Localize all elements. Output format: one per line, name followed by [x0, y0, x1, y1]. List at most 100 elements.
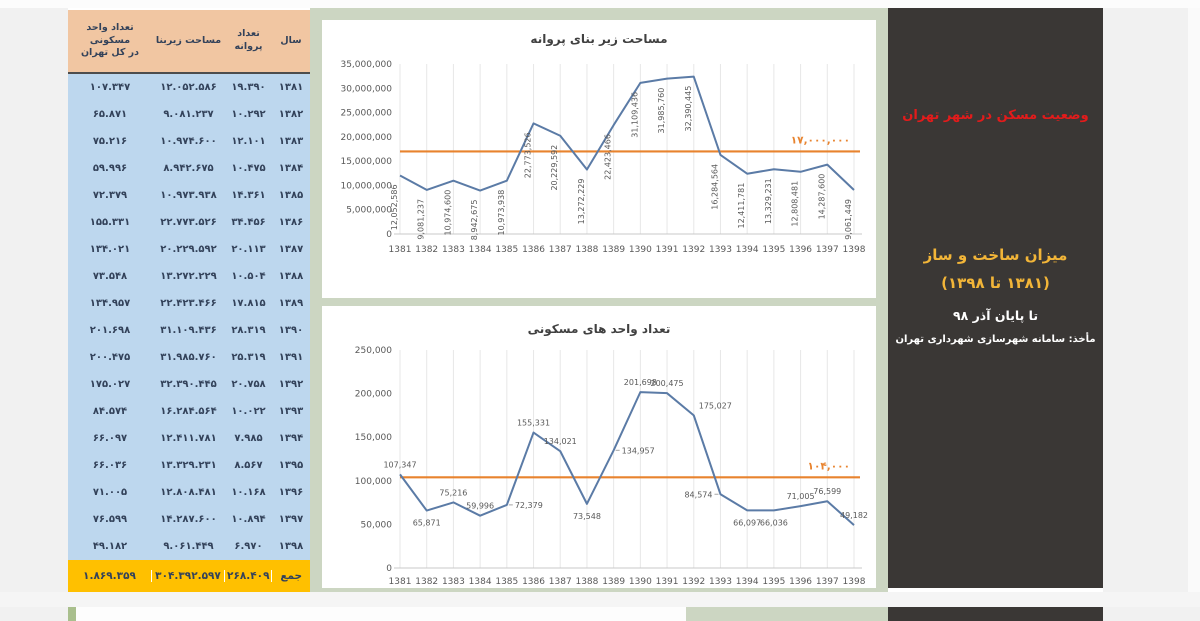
table-cell: ۱۳۹۵: [278, 460, 304, 471]
header-area: مساحت زیربنا: [155, 34, 222, 46]
table-cell: ۱۲.۸۰۸.۴۸۱: [160, 487, 217, 498]
table-cell: ۳۲.۳۹۰.۴۴۵: [160, 379, 217, 390]
svg-text:250,000: 250,000: [355, 346, 392, 356]
table-cell: ۱۳۴.۹۵۷: [89, 298, 131, 309]
next-slide-edge: [68, 607, 76, 621]
table-cell: ۱۳۹۱: [278, 352, 304, 363]
table-cell: ۱۳۸۱: [278, 82, 304, 93]
svg-text:8,942,675: 8,942,675: [470, 200, 479, 241]
svg-text:1383: 1383: [442, 577, 465, 587]
table-cell: ۶۵.۸۷۱: [92, 109, 128, 120]
table-body: ۱۳۸۱ ۱۹.۳۹۰ ۱۲.۰۵۲.۵۸۶ ۱۰۷.۳۴۷ ۱۳۸۲ ۱۰.۲۹۲ ۹.۰…: [68, 74, 310, 560]
table-cell: ۸.۹۴۲.۶۷۵: [163, 163, 214, 174]
header-permits: تعداد پروانه: [234, 28, 263, 52]
slide: سال تعداد پروانه مساحت زیربنا تعداد واحد…: [68, 8, 1103, 592]
svg-text:155,331: 155,331: [517, 419, 550, 428]
next-slide-green: [686, 607, 888, 621]
svg-text:1385: 1385: [495, 245, 518, 255]
svg-text:76,599: 76,599: [813, 487, 841, 496]
table-cell: ۱۰.۸۹۴: [231, 514, 266, 525]
next-slide-margin-right: [1103, 607, 1200, 621]
svg-text:1384: 1384: [469, 577, 492, 587]
svg-text:31,985,760: 31,985,760: [657, 88, 666, 134]
table-cell: ۷۲.۳۷۹: [92, 190, 128, 201]
area-line-chart: 0 5,000,000 10,000,000 15,000,000 20,000,000…: [340, 60, 866, 255]
svg-text:201,698: 201,698: [624, 378, 657, 387]
svg-text:0: 0: [386, 564, 392, 574]
table-row: ۱۳۹۷ ۱۰.۸۹۴ ۱۴.۲۸۷.۶۰۰ ۷۶.۵۹۹: [68, 506, 310, 533]
total-units: ۱.۸۶۹.۳۵۹: [68, 570, 152, 582]
header-units: تعداد واحد مسکونی در کل تهران: [68, 22, 152, 60]
svg-text:72,379: 72,379: [515, 501, 543, 510]
data-series-line: [399, 391, 855, 526]
svg-text:32,390,445: 32,390,445: [684, 86, 693, 132]
table-cell: ۱۰.۲۹۲: [231, 109, 266, 120]
svg-text:107,347: 107,347: [383, 460, 416, 469]
svg-text:1388: 1388: [575, 245, 598, 255]
table-row: ۱۳۸۴ ۱۰.۴۷۵ ۸.۹۴۲.۶۷۵ ۵۹.۹۹۶: [68, 155, 310, 182]
table-cell: ۴۹.۱۸۲: [92, 541, 128, 552]
svg-text:1394: 1394: [736, 577, 759, 587]
svg-text:150,000: 150,000: [355, 433, 392, 443]
svg-text:1396: 1396: [789, 245, 812, 255]
data-labels: 107,347 65,871 75,216 59,996 72,379 155,331 13…: [383, 378, 868, 527]
svg-text:1390: 1390: [629, 245, 652, 255]
table-cell: ۱۳۸۹: [278, 298, 304, 309]
svg-text:1391: 1391: [656, 245, 679, 255]
table-cell: ۶۶.۰۹۷: [92, 433, 128, 444]
table-row: ۱۳۹۴ ۷.۹۸۵ ۱۲.۴۱۱.۷۸۱ ۶۶.۰۹۷: [68, 425, 310, 452]
svg-text:13,272,229: 13,272,229: [577, 179, 586, 225]
svg-text:1385: 1385: [495, 577, 518, 587]
svg-text:12,808,481: 12,808,481: [791, 181, 800, 227]
svg-text:66,036: 66,036: [760, 518, 788, 527]
table-cell: ۱۳۸۶: [278, 217, 304, 228]
table-cell: ۱۳۹۴: [278, 433, 304, 444]
svg-text:134,957: 134,957: [622, 446, 655, 455]
table-row: ۱۳۸۲ ۱۰.۲۹۲ ۹.۰۸۱.۲۳۷ ۶۵.۸۷۱: [68, 101, 310, 128]
y-axis-labels: 0 5,000,000 10,000,000 15,000,000 20,000,000…: [340, 60, 392, 240]
svg-text:65,871: 65,871: [413, 519, 441, 528]
svg-text:100,000: 100,000: [355, 477, 392, 487]
y-axis-labels: 0 50,000 100,000 150,000 200,000 250,000: [355, 346, 392, 574]
svg-text:1387: 1387: [549, 245, 572, 255]
table-cell: ۱۳۹۸: [278, 541, 304, 552]
side-panel: وضعیت مسکن در شهر تهران میزان ساخت و ساز…: [888, 8, 1103, 588]
svg-text:73,548: 73,548: [573, 512, 601, 521]
svg-text:1394: 1394: [736, 245, 759, 255]
x-axis-labels: 1381 1382 1383 1384 1385 1386 1387 1388 1389 1390…: [389, 245, 866, 255]
gridlines: [399, 64, 855, 234]
table-cell: ۱۰.۴۷۵: [231, 163, 266, 174]
table-cell: ۱۳۸۵: [278, 190, 304, 201]
table-row: ۱۳۹۱ ۲۵.۳۱۹ ۳۱.۹۸۵.۷۶۰ ۲۰۰.۴۷۵: [68, 344, 310, 371]
table-cell: ۲۰۱.۶۹۸: [89, 325, 131, 336]
table-cell: ۱۳۸۷: [278, 244, 304, 255]
svg-text:14,287,600: 14,287,600: [817, 174, 826, 220]
table-cell: ۱۳۹۰: [278, 325, 304, 336]
next-slide-white: [76, 607, 686, 621]
svg-text:22,773,526: 22,773,526: [524, 132, 533, 178]
table-cell: ۸.۵۶۷: [234, 460, 263, 471]
svg-text:1392: 1392: [682, 245, 705, 255]
svg-text:1384: 1384: [469, 245, 492, 255]
svg-text:20,000,000: 20,000,000: [340, 133, 392, 143]
svg-text:175,027: 175,027: [699, 401, 732, 410]
table-cell: ۲۲.۴۲۳.۴۶۶: [160, 298, 217, 309]
table-row: ۱۳۸۳ ۱۲.۱۰۱ ۱۰.۹۷۴.۶۰۰ ۷۵.۲۱۶: [68, 128, 310, 155]
svg-text:1395: 1395: [762, 577, 785, 587]
table-row: ۱۳۹۰ ۲۸.۳۱۹ ۳۱.۱۰۹.۴۳۶ ۲۰۱.۶۹۸: [68, 317, 310, 344]
top-margin: [0, 0, 1200, 8]
table-cell: ۱۰.۵۰۴: [231, 271, 266, 282]
svg-text:1382: 1382: [415, 577, 438, 587]
table-cell: ۱۲.۱۰۱: [231, 136, 266, 147]
table-cell: ۱۰.۹۷۳.۹۳۸: [160, 190, 217, 201]
charts-panel: مساحت زیر بنای پروانه 0 5,000,000 10,000,0…: [310, 8, 888, 592]
table-cell: ۱۲.۰۵۲.۵۸۶: [160, 82, 217, 93]
svg-text:10,973,938: 10,973,938: [497, 190, 506, 236]
table-cell: ۳۱.۱۰۹.۴۳۶: [160, 325, 217, 336]
table-cell: ۱۷۵.۰۲۷: [89, 379, 131, 390]
svg-text:1389: 1389: [602, 245, 625, 255]
table-row: ۱۳۹۳ ۱۰.۰۲۲ ۱۶.۲۸۴.۵۶۴ ۸۴.۵۷۴: [68, 398, 310, 425]
svg-text:31,109,436: 31,109,436: [630, 92, 639, 138]
svg-text:200,000: 200,000: [355, 390, 392, 400]
table-cell: ۷۶.۵۹۹: [92, 514, 128, 525]
